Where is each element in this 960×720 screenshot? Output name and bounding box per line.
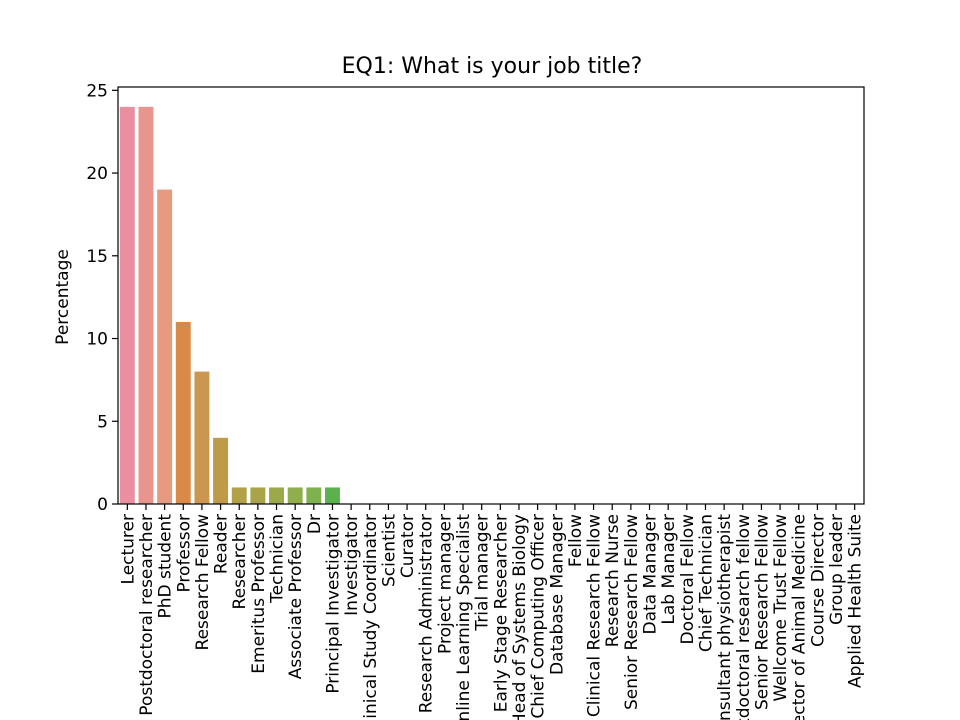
y-tick-label-4: 20 — [86, 164, 108, 184]
x-tick-label-15: Scientist — [379, 514, 399, 587]
x-tick-label-32: Chief Technician — [696, 514, 716, 652]
bar-8 — [250, 487, 266, 504]
x-tick-label-2: Postdoctoral researcher — [137, 514, 157, 716]
x-tick-label-36: Wellcome Trust Fellow — [771, 514, 791, 702]
x-tick-label-13: Investigator — [342, 514, 362, 616]
x-tick-label-30: Lab Manager — [659, 514, 679, 625]
bar-9 — [269, 487, 284, 504]
y-axis-label: Percentage — [53, 249, 73, 345]
x-tick-label-38: Course Director — [808, 514, 828, 647]
x-tick-label-39: Group leader — [827, 514, 847, 625]
bar-4 — [175, 321, 191, 504]
x-tick-label-33: Consultant physiotherapist — [715, 514, 735, 720]
x-tick-label-34: Postdoctoral research fellow — [734, 514, 754, 720]
y-tick-label-3: 15 — [86, 247, 108, 267]
y-axis: 0 5 10 15 20 25 — [86, 81, 118, 515]
bar-6 — [213, 437, 229, 504]
x-tick-label-8: Emeritus Professor — [249, 514, 269, 674]
y-tick-label-0: 0 — [97, 495, 108, 515]
x-tick-label-5: Research Fellow — [193, 514, 213, 651]
x-tick-label-11: Dr — [305, 514, 325, 534]
plot-frame — [117, 86, 865, 505]
y-tick-label-1: 5 — [97, 412, 108, 432]
bar-12 — [325, 487, 340, 504]
bar-7 — [231, 487, 247, 504]
x-tick-label-9: Technician — [268, 514, 288, 604]
chart-title: EQ1: What is your job title? — [342, 54, 643, 79]
x-tick-label-4: Professor — [174, 514, 194, 593]
bar-10 — [287, 487, 303, 504]
x-tick-label-20: Trial manager — [473, 514, 493, 632]
x-tick-label-14: Clinical Study Coordinator — [361, 514, 381, 720]
x-tick-label-25: Fellow — [566, 514, 586, 567]
x-tick-label-37: Director of Animal Medicine — [790, 514, 810, 720]
x-tick-label-1: Lecturer — [118, 514, 138, 584]
bar-2 — [138, 106, 154, 505]
x-tick-label-23: Chief Computing Officer — [529, 514, 549, 719]
x-tick-label-31: Doctoral Fellow — [678, 514, 698, 645]
x-tick-label-27: Research Nurse — [603, 514, 623, 647]
x-tick-label-18: Project manager — [435, 514, 455, 654]
y-tick-label-5: 25 — [86, 81, 108, 101]
x-tick-label-29: Data Manager — [641, 514, 661, 635]
x-tick-label-17: Research Administrator — [417, 514, 437, 713]
bar-3 — [157, 189, 173, 504]
bar-11 — [306, 487, 322, 504]
x-tick-label-22: Head of Systems Biology — [510, 514, 530, 720]
x-tick-label-16: Curator — [398, 514, 418, 578]
bars-group — [119, 106, 340, 505]
x-tick-label-6: Reader — [212, 514, 232, 574]
x-tick-label-26: Clinical Research Fellow — [585, 514, 605, 717]
x-tick-label-7: Researcher — [230, 514, 250, 609]
x-tick-label-19: Online Learning Specialist — [454, 514, 474, 720]
x-tick-label-35: Senior Research Fellow — [752, 514, 772, 710]
bar-1 — [119, 106, 135, 505]
bar-5 — [194, 371, 210, 504]
x-tick-label-12: Principal Investigator — [323, 514, 343, 694]
x-tick-label-28: Senior Research Fellow — [622, 514, 642, 710]
x-tick-label-10: Associate Professor — [286, 514, 306, 679]
x-tick-label-40: Applied Health Suite — [846, 514, 866, 688]
y-tick-label-2: 10 — [86, 330, 108, 350]
x-tick-label-3: PhD student — [156, 514, 176, 619]
x-tick-label-21: Early Stage Researcher — [491, 514, 511, 712]
x-tick-label-24: Database Manager — [547, 514, 567, 675]
